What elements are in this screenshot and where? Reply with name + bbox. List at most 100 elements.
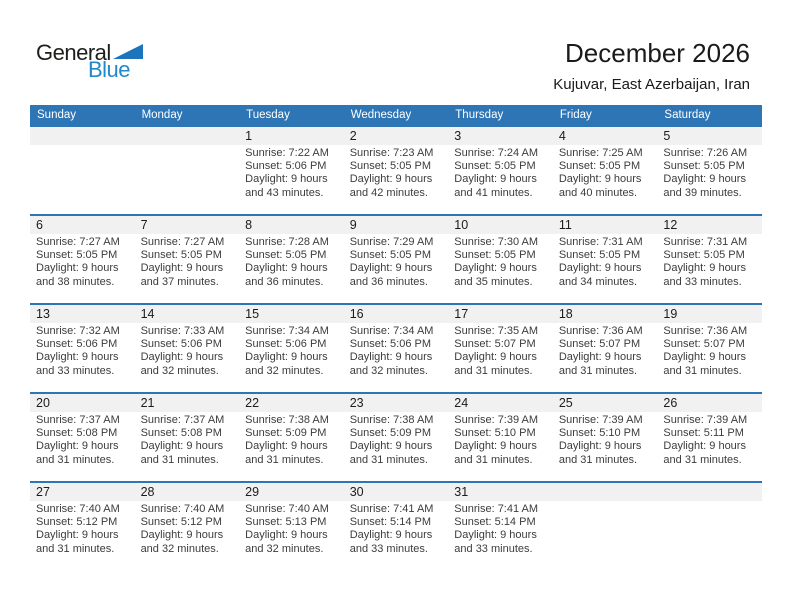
day-cell: Sunrise: 7:23 AM Sunset: 5:05 PM Daylight:…	[344, 145, 449, 214]
day-detail-line: Sunrise: 7:29 AM	[349, 236, 434, 248]
day-number: 29	[245, 485, 260, 499]
day-detail-line: Sunset: 5:08 PM	[36, 427, 118, 440]
day-cell: Sunrise: 7:34 AM Sunset: 5:06 PM Daylight:…	[344, 323, 449, 392]
empty-day-number	[135, 127, 240, 145]
week-details-band: Sunrise: 7:22 AM Sunset: 5:06 PM Daylight:…	[30, 145, 762, 214]
day-detail-line: Sunrise: 7:40 AM	[140, 503, 225, 515]
day-detail-line: Sunrise: 7:41 AM	[454, 503, 539, 515]
day-number: 21	[140, 396, 155, 410]
day-detail-line: Sunset: 5:06 PM	[36, 338, 118, 351]
day-number: 7	[140, 218, 148, 232]
day-cell: Sunrise: 7:40 AM Sunset: 5:13 PM Daylight:…	[239, 501, 344, 570]
day-detail-line: Daylight: 9 hours and 31 minutes.	[663, 440, 746, 466]
logo: General Blue	[36, 42, 143, 81]
week-details-band: Sunrise: 7:40 AM Sunset: 5:12 PM Daylight:…	[30, 501, 762, 570]
logo-triangle-icon	[112, 44, 143, 59]
day-detail-line: Daylight: 9 hours and 41 minutes.	[454, 173, 537, 199]
day-number: 16	[349, 307, 364, 321]
day-detail-line: Sunrise: 7:39 AM	[663, 414, 748, 426]
day-detail-line: Daylight: 9 hours and 43 minutes.	[245, 173, 328, 199]
day-detail-line: Sunrise: 7:41 AM	[349, 503, 434, 515]
day-detail-line: Sunrise: 7:27 AM	[140, 236, 225, 248]
day-detail-line: Sunset: 5:13 PM	[245, 516, 327, 529]
day-detail-line: Daylight: 9 hours and 38 minutes.	[36, 262, 119, 288]
day-number: 3	[454, 129, 462, 143]
day-cell: Sunrise: 7:31 AM Sunset: 5:05 PM Daylight:…	[657, 234, 762, 303]
day-detail-line: Daylight: 9 hours and 31 minutes.	[454, 440, 537, 466]
day-detail-line: Sunset: 5:09 PM	[245, 427, 327, 440]
day-cell: Sunrise: 7:30 AM Sunset: 5:05 PM Daylight:…	[448, 234, 553, 303]
day-detail-line: Daylight: 9 hours and 36 minutes.	[349, 262, 433, 288]
day-detail-line: Sunset: 5:05 PM	[558, 160, 641, 173]
day-header-tuesday: Tuesday	[246, 109, 290, 121]
day-cell: Sunrise: 7:28 AM Sunset: 5:05 PM Daylight:…	[239, 234, 344, 303]
day-detail-line: Sunrise: 7:31 AM	[663, 236, 748, 248]
day-detail-line: Daylight: 9 hours and 32 minutes.	[349, 351, 433, 377]
day-number: 11	[558, 218, 572, 232]
day-detail-line: Sunrise: 7:23 AM	[349, 147, 434, 159]
day-cell: Sunrise: 7:36 AM Sunset: 5:07 PM Daylight:…	[553, 323, 658, 392]
day-number: 18	[558, 307, 573, 321]
week-number-band: 13 14 15 16 17 18 19	[30, 305, 762, 323]
day-number: 9	[349, 218, 357, 232]
day-detail-line: Daylight: 9 hours and 32 minutes.	[140, 529, 224, 555]
day-number: 25	[558, 396, 573, 410]
week-number-band: 6 7 8 9 10 11 12	[30, 216, 762, 234]
day-cell: Sunrise: 7:32 AM Sunset: 5:06 PM Daylight:…	[30, 323, 135, 392]
day-detail-line: Sunset: 5:05 PM	[245, 249, 327, 262]
day-detail-line: Sunrise: 7:39 AM	[454, 414, 539, 426]
day-detail-line: Sunset: 5:12 PM	[36, 516, 118, 529]
week-details-band: Sunrise: 7:27 AM Sunset: 5:05 PM Daylight:…	[30, 234, 762, 303]
day-number: 8	[245, 218, 253, 232]
day-number: 30	[349, 485, 364, 499]
day-detail-line: Sunset: 5:05 PM	[454, 249, 536, 262]
day-cell: Sunrise: 7:37 AM Sunset: 5:08 PM Daylight:…	[30, 412, 135, 481]
weekday-header-row: Sunday Monday Tuesday Wednesday Thursday Frid…	[30, 105, 762, 125]
day-cell: Sunrise: 7:31 AM Sunset: 5:05 PM Daylight:…	[553, 234, 658, 303]
day-cell: Sunrise: 7:39 AM Sunset: 5:10 PM Daylight:…	[553, 412, 658, 481]
day-number: 4	[558, 129, 566, 143]
day-detail-line: Daylight: 9 hours and 34 minutes.	[558, 262, 642, 288]
day-detail-line: Sunset: 5:05 PM	[558, 249, 641, 262]
day-detail-line: Daylight: 9 hours and 31 minutes.	[558, 440, 642, 466]
week-number-band: 20 21 22 23 24 25 26	[30, 394, 762, 412]
day-detail-line: Sunrise: 7:37 AM	[36, 414, 120, 426]
day-detail-line: Sunrise: 7:31 AM	[558, 236, 643, 248]
day-detail-line: Sunrise: 7:28 AM	[245, 236, 329, 248]
day-cell: Sunrise: 7:34 AM Sunset: 5:06 PM Daylight:…	[239, 323, 344, 392]
day-detail-line: Sunrise: 7:30 AM	[454, 236, 539, 248]
day-cell: Sunrise: 7:27 AM Sunset: 5:05 PM Daylight:…	[30, 234, 135, 303]
day-detail-line: Daylight: 9 hours and 31 minutes.	[140, 440, 224, 466]
week-row: 20 21 22 23 24 25 26 Sunrise: 7:37 AM Sunset: 5:…	[30, 392, 762, 481]
day-number: 13	[36, 307, 50, 321]
empty-day-cell	[553, 501, 658, 570]
day-number: 12	[663, 218, 678, 232]
day-detail-line: Sunset: 5:08 PM	[140, 427, 222, 440]
day-cell: Sunrise: 7:26 AM Sunset: 5:05 PM Daylight:…	[657, 145, 762, 214]
day-detail-line: Sunset: 5:05 PM	[454, 160, 536, 173]
day-detail-line: Sunset: 5:05 PM	[36, 249, 118, 262]
empty-day-cell	[657, 501, 762, 570]
day-detail-line: Sunset: 5:05 PM	[349, 249, 432, 262]
day-detail-line: Daylight: 9 hours and 31 minutes.	[349, 440, 433, 466]
day-detail-line: Sunrise: 7:39 AM	[558, 414, 643, 426]
empty-day-number	[30, 127, 135, 145]
day-header-sunday: Sunday	[37, 109, 77, 121]
day-detail-line: Sunset: 5:07 PM	[454, 338, 536, 351]
day-detail-line: Sunrise: 7:36 AM	[558, 325, 643, 337]
day-cell: Sunrise: 7:38 AM Sunset: 5:09 PM Daylight:…	[239, 412, 344, 481]
day-detail-line: Daylight: 9 hours and 31 minutes.	[245, 440, 328, 466]
day-detail-line: Sunset: 5:10 PM	[454, 427, 536, 440]
day-number: 24	[454, 396, 469, 410]
title-block: December 2026 Kujuvar, East Azerbaijan, …	[553, 38, 750, 93]
logo-line1: General	[36, 42, 143, 64]
day-number: 2	[349, 129, 357, 143]
week-row: 6 7 8 9 10 11 12 Sunrise: 7:27 AM Sunset: 5:05 P…	[30, 214, 762, 303]
day-detail-line: Daylight: 9 hours and 32 minutes.	[140, 351, 224, 377]
day-detail-line: Sunrise: 7:22 AM	[245, 147, 329, 159]
day-detail-line: Daylight: 9 hours and 37 minutes.	[140, 262, 224, 288]
day-detail-line: Daylight: 9 hours and 31 minutes.	[454, 351, 537, 377]
calendar-table: Sunday Monday Tuesday Wednesday Thursday Frid…	[30, 105, 762, 570]
day-detail-line: Sunrise: 7:33 AM	[140, 325, 225, 337]
